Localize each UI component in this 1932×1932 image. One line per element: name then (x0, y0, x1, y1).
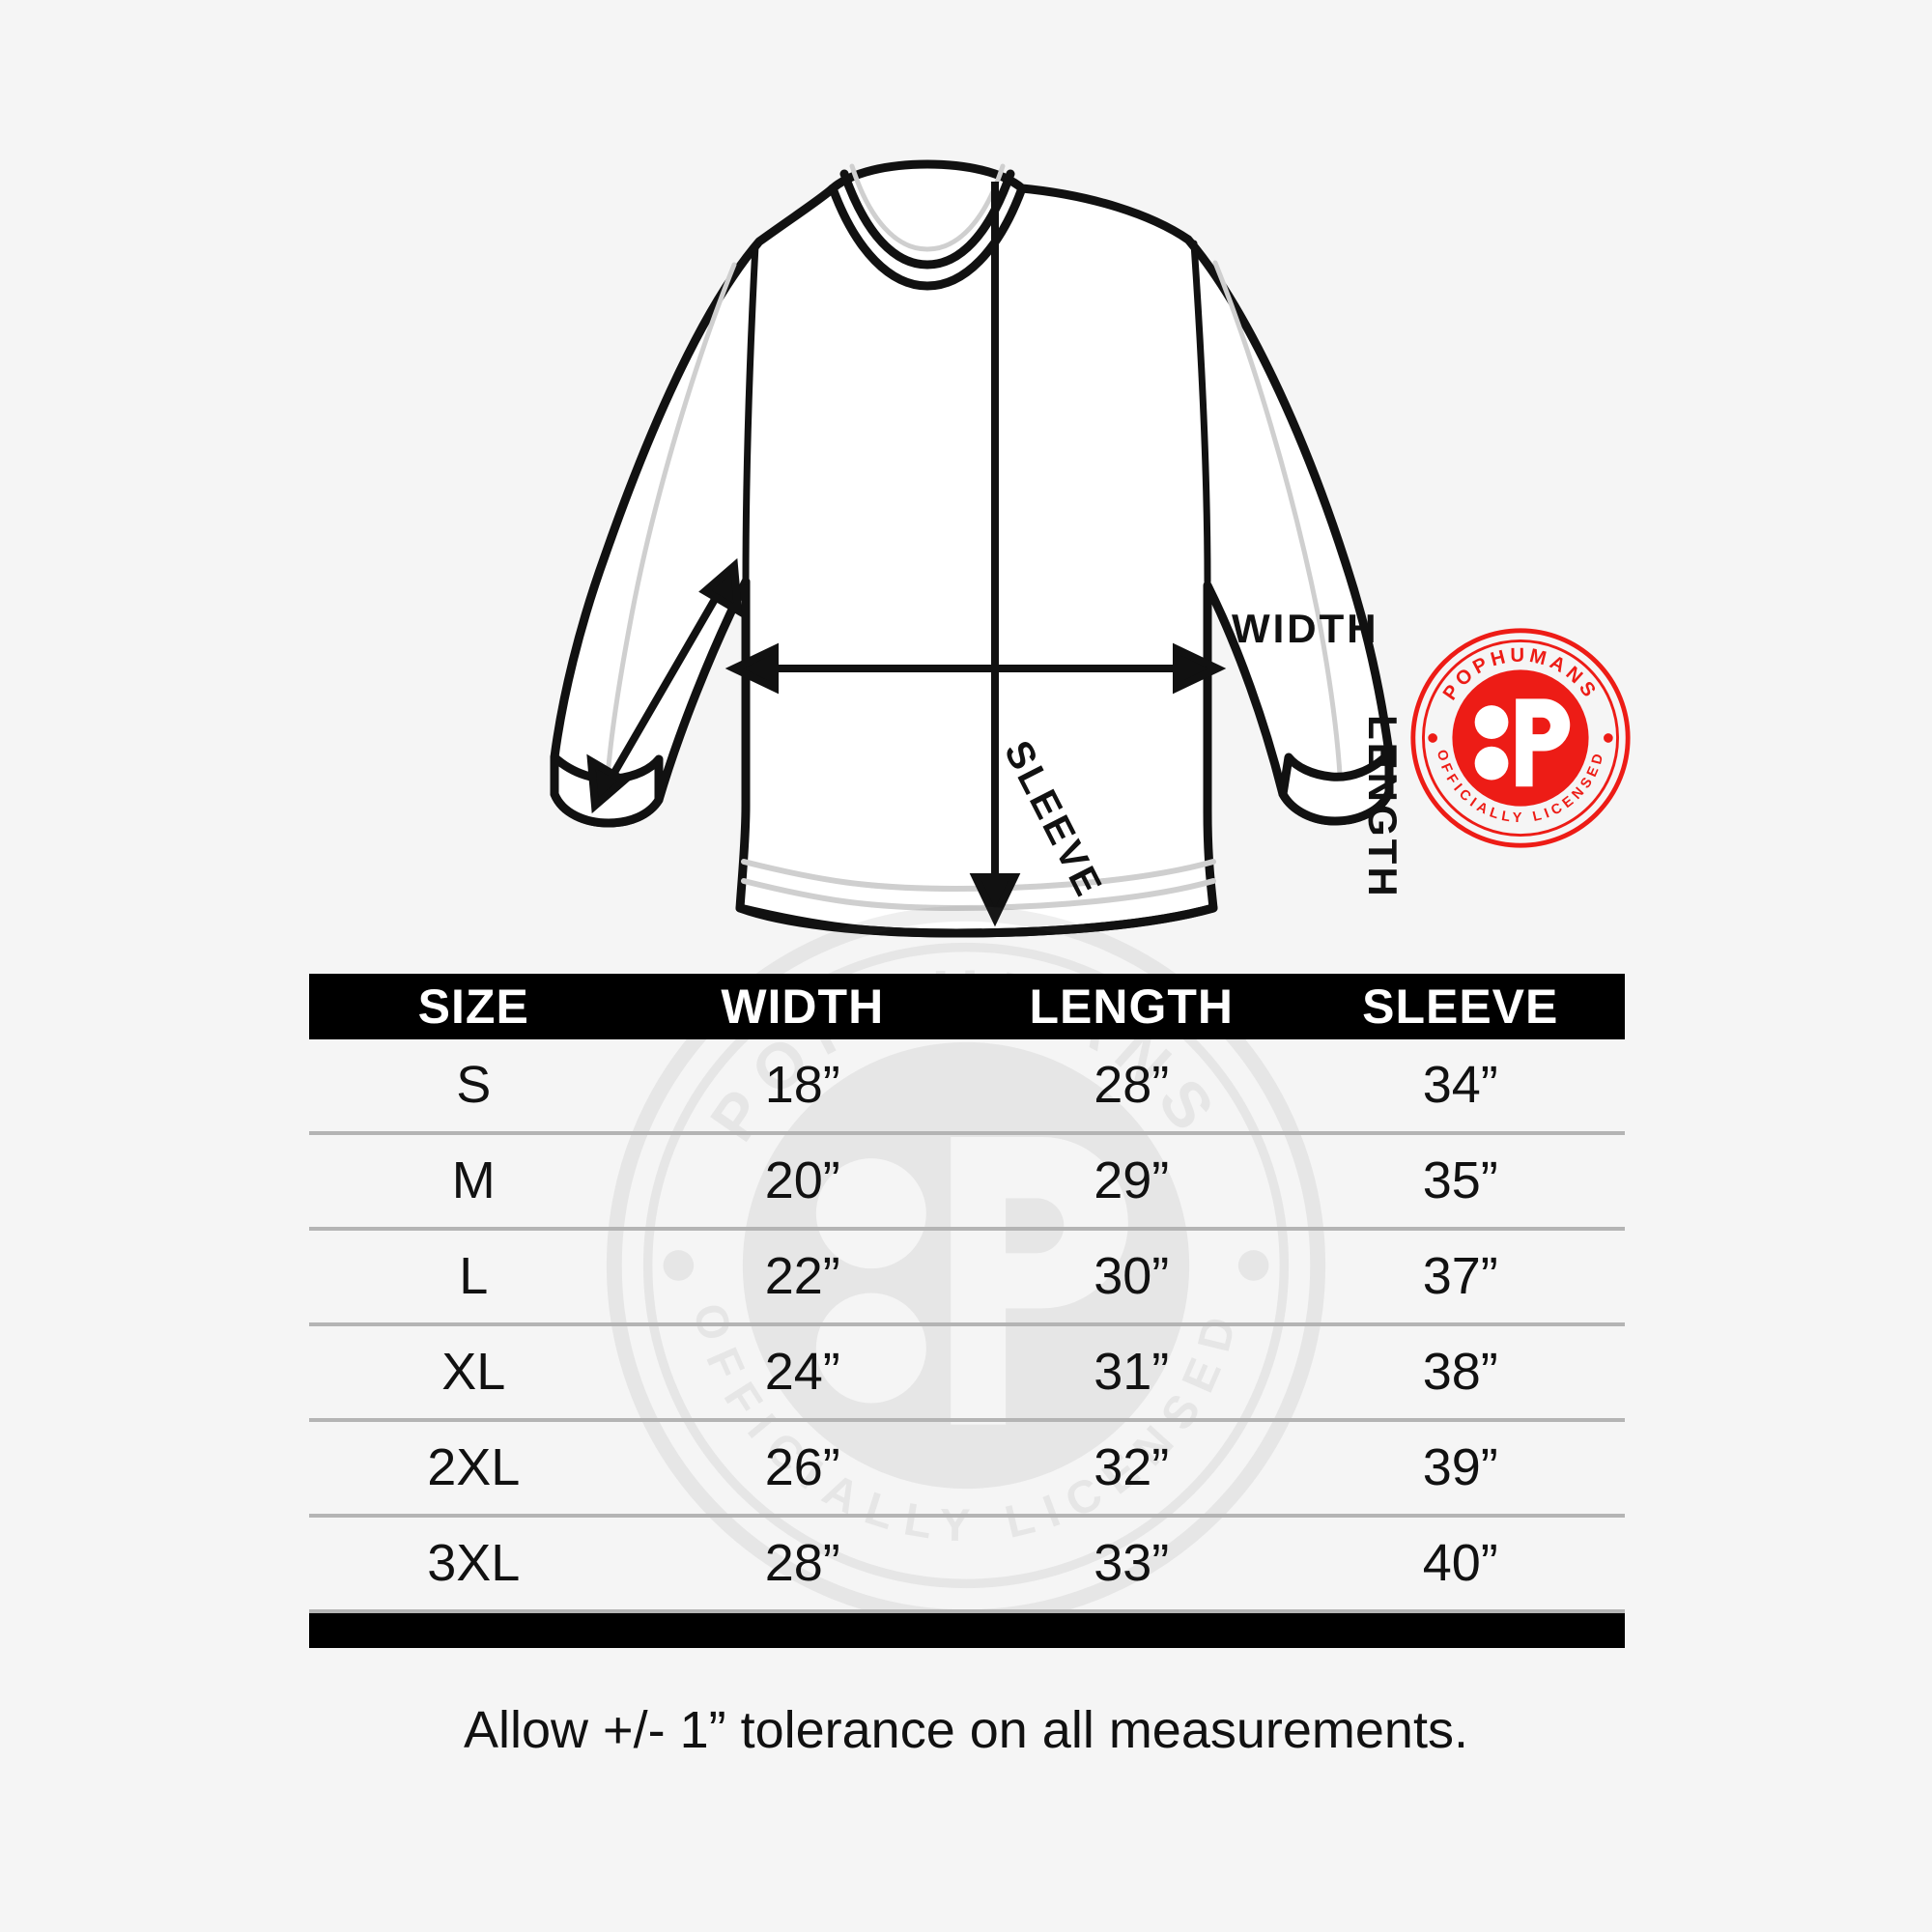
table-row: 3XL 28” 33” 40” (309, 1518, 1625, 1613)
cell-sleeve: 40” (1422, 1534, 1498, 1592)
tolerance-note: Allow +/- 1” tolerance on all measuremen… (464, 1701, 1468, 1759)
table-row: M 20” 29” 35” (309, 1135, 1625, 1231)
column-header-sleeve: SLEEVE (1362, 980, 1559, 1034)
cell-size: 2XL (427, 1438, 521, 1496)
cell-width: 20” (764, 1151, 840, 1209)
table-header-row: SIZE WIDTH LENGTH SLEEVE (309, 974, 1625, 1039)
cell-size: 3XL (427, 1534, 521, 1592)
cell-sleeve: 38” (1422, 1343, 1498, 1401)
cell-width: 18” (764, 1056, 840, 1114)
cell-sleeve: 34” (1422, 1056, 1498, 1114)
cell-size: XL (441, 1343, 506, 1401)
cell-length: 29” (1094, 1151, 1170, 1209)
size-chart-table: SIZE WIDTH LENGTH SLEEVE S 18” 28” 34” M… (309, 974, 1625, 1648)
cell-width: 28” (764, 1534, 840, 1592)
cell-length: 33” (1094, 1534, 1170, 1592)
table-row: 2XL 26” 32” 39” (309, 1422, 1625, 1518)
cell-sleeve: 35” (1422, 1151, 1498, 1209)
cell-width: 26” (764, 1438, 840, 1496)
cell-size: S (456, 1056, 492, 1114)
table-row: S 18” 28” 34” (309, 1039, 1625, 1135)
cell-length: 30” (1094, 1247, 1170, 1305)
cell-length: 31” (1094, 1343, 1170, 1401)
length-measurement-label: LENGTH (1360, 715, 1406, 899)
column-header-size: SIZE (417, 980, 529, 1034)
width-measurement-label: WIDTH (1232, 606, 1379, 651)
cell-length: 32” (1094, 1438, 1170, 1496)
cell-size: M (451, 1151, 496, 1209)
column-header-length: LENGTH (1029, 980, 1235, 1034)
cell-width: 22” (764, 1247, 840, 1305)
table-bottom-bar (309, 1613, 1625, 1648)
pophumans-badge-logo: POPHUMANS OFFICIALLY LICENSED (1408, 626, 1633, 850)
column-header-width: WIDTH (721, 980, 885, 1034)
table-row: XL 24” 31” 38” (309, 1326, 1625, 1422)
cell-size: L (459, 1247, 489, 1305)
cell-length: 28” (1094, 1056, 1170, 1114)
cell-width: 24” (764, 1343, 840, 1401)
cell-sleeve: 39” (1422, 1438, 1498, 1496)
cell-sleeve: 37” (1422, 1247, 1498, 1305)
shirt-diagram: WIDTH LENGTH SLEEVE (415, 145, 1439, 947)
table-row: L 22” 30” 37” (309, 1231, 1625, 1326)
